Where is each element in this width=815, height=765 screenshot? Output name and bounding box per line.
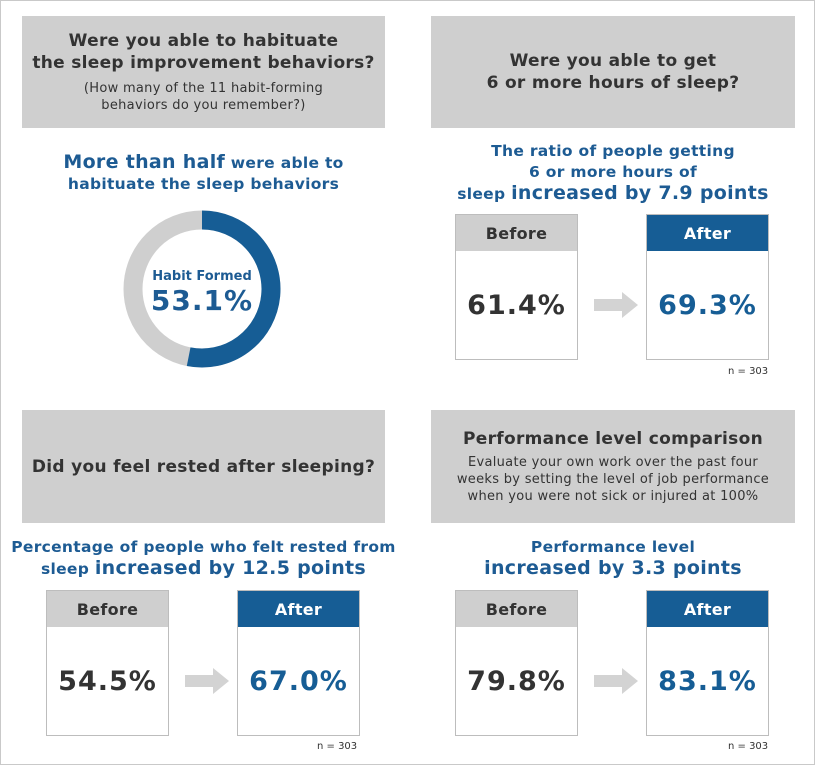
q2-before-label: Before [456, 215, 577, 251]
q2-after-card: After 69.3% [646, 214, 769, 360]
q2-headline-line3b: increased by 7.9 points [511, 182, 769, 204]
q4-subtitle: Evaluate your own work over the past fou… [457, 454, 769, 505]
q1-headline: More than half were able to habituate th… [22, 152, 385, 195]
q1-title-line2: the sleep improvement behaviors? [32, 53, 375, 73]
q2-before-value: 61.4% [467, 289, 566, 321]
q3-headline-line1: Percentage of people who felt rested fro… [11, 538, 396, 556]
q2-headline-line3a: sleep [457, 185, 512, 203]
q4-question-box: Performance level comparison Evaluate yo… [431, 410, 795, 523]
q1-sub-line2: behaviors do you remember?) [101, 98, 306, 113]
q3-headline: Percentage of people who felt rested fro… [8, 537, 399, 580]
q2-title-line2: 6 or more hours of sleep? [486, 73, 740, 93]
q4-arrow-icon [594, 668, 638, 694]
q3-after-card: After 67.0% [237, 590, 360, 736]
q4-before-card: Before 79.8% [455, 590, 578, 736]
q4-sample-size: n = 303 [728, 741, 769, 752]
q4-sub-line1: Evaluate your own work over the past fou… [467, 455, 759, 470]
q4-headline: Performance level increased by 3.3 point… [431, 537, 795, 579]
habit-donut-chart: Habit Formed 53.1% [123, 210, 281, 368]
q3-after-value: 67.0% [249, 665, 348, 697]
q2-after-value: 69.3% [658, 289, 757, 321]
q3-sample-size: n = 303 [317, 741, 358, 752]
donut-slice-habit-formed [186, 210, 281, 368]
q3-headline-line2b: increased by 12.5 points [94, 557, 367, 579]
q4-before-value: 79.8% [467, 665, 566, 697]
q4-headline-line2: increased by 3.3 points [484, 557, 742, 579]
q1-title-line1: Were you able to habituate [68, 31, 339, 51]
q2-after-label: After [647, 215, 768, 251]
q3-before-value: 54.5% [58, 665, 157, 697]
q4-after-value: 83.1% [658, 665, 757, 697]
q4-after-label: After [647, 591, 768, 627]
q2-title-line1: Were you able to get [509, 51, 717, 71]
q1-headline-rest: were able to [225, 154, 344, 172]
q4-sub-line3: when you were not sick or injured at 100… [467, 489, 759, 504]
q2-headline: The ratio of people getting 6 or more ho… [431, 141, 795, 205]
q3-title: Did you feel rested after sleeping? [31, 456, 376, 477]
q1-question-box: Were you able to habituate the sleep imp… [22, 16, 385, 128]
q4-headline-line1: Performance level [530, 538, 696, 556]
q4-title: Performance level comparison [463, 429, 763, 449]
donut-center-label: Habit Formed 53.1% [123, 210, 281, 368]
q2-sample-size: n = 303 [728, 366, 769, 377]
q3-before-card: Before 54.5% [46, 590, 169, 736]
q2-question-box: Were you able to get 6 or more hours of … [431, 16, 795, 128]
q2-headline-line1: The ratio of people getting [491, 142, 735, 160]
q2-arrow-icon [594, 292, 638, 318]
q4-sub-line2: weeks by setting the level of job perfor… [456, 472, 770, 487]
q1-headline-big: More than half [63, 151, 226, 173]
q3-before-label: Before [47, 591, 168, 627]
q1-sub-line1: (How many of the 11 habit-forming [83, 81, 324, 96]
donut-center-value: 53.1% [150, 283, 254, 317]
q1-subtitle: (How many of the 11 habit-forming behavi… [84, 80, 323, 114]
q1-headline-line2: habituate the sleep behaviors [67, 175, 340, 193]
q3-after-label: After [238, 591, 359, 627]
q3-arrow-icon [185, 668, 229, 694]
q2-headline-line2: 6 or more hours of [529, 163, 697, 181]
q4-before-label: Before [456, 591, 577, 627]
q3-question-box: Did you feel rested after sleeping? [22, 410, 385, 523]
donut-svg [123, 210, 281, 368]
donut-center-caption: Habit Formed [152, 268, 252, 284]
q4-after-card: After 83.1% [646, 590, 769, 736]
q3-headline-line2a: sleep [40, 560, 95, 578]
q2-before-card: Before 61.4% [455, 214, 578, 360]
